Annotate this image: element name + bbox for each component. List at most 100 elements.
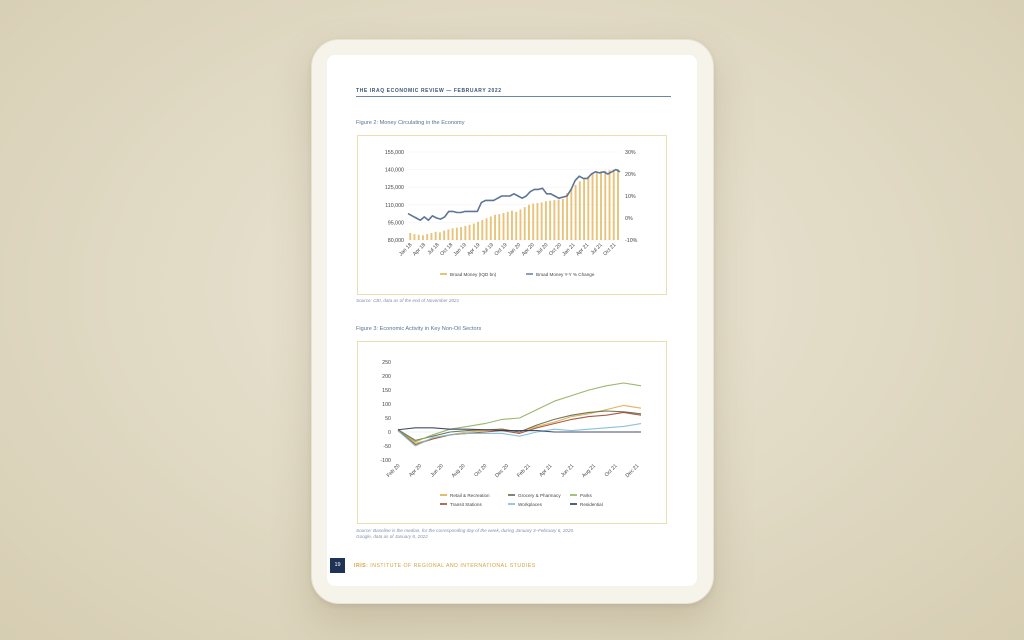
fig2-x-tick-label: Apr 20 — [521, 242, 536, 257]
fig2-x-tick-label: Jul 19 — [481, 242, 495, 256]
figure-3-source-line-1: Source: Baseline is the median, for the … — [356, 528, 575, 533]
fig2-bar — [561, 198, 564, 240]
fig2-bar — [536, 203, 539, 240]
fig2-bar — [421, 235, 424, 240]
fig2-bar — [612, 169, 615, 240]
fig3-y-tick-label: -50 — [383, 444, 391, 450]
figure-3-source: Source: Baseline is the median, for the … — [356, 528, 574, 540]
fig3-y-tick-label: 100 — [382, 402, 391, 408]
fig2-bar — [608, 170, 611, 240]
fig3-line-grocery-pharmacy — [397, 410, 642, 441]
fig2-right-tick-label: 10% — [625, 194, 636, 200]
fig3-legend-label: Workplaces — [518, 502, 543, 507]
running-head: THE IRAQ ECONOMIC REVIEW — FEBRUARY 2022 — [356, 88, 502, 94]
fig2-bar — [472, 223, 475, 240]
fig3-x-tick-label: Aug 20 — [451, 463, 467, 479]
fig2-left-tick-label: 140,000 — [385, 168, 404, 174]
fig2-bar — [502, 213, 505, 240]
fig2-bar — [409, 232, 412, 240]
fig3-x-tick-label: Feb 20 — [386, 463, 402, 479]
fig2-left-tick-label: 80,000 — [388, 238, 404, 244]
fig3-y-tick-label: 0 — [388, 430, 391, 436]
fig2-x-tick-label: Jan 21 — [561, 242, 576, 257]
fig2-bar — [485, 218, 488, 240]
fig2-bar — [417, 234, 420, 240]
fig2-bar — [468, 224, 471, 240]
fig3-legend-label: Retail & Recreation — [450, 493, 490, 498]
fig2-left-tick-label: 155,000 — [385, 150, 404, 156]
fig2-left-tick-label: 95,000 — [388, 220, 404, 226]
fig2-bar — [532, 203, 535, 240]
header-rule — [356, 96, 671, 97]
fig3-x-tick-label: Feb 21 — [516, 463, 532, 479]
fig3-x-tick-label: Apr 20 — [408, 463, 423, 478]
fig2-bar — [557, 199, 560, 240]
fig2-bar — [494, 214, 496, 240]
fig2-x-tick-label: Apr 18 — [412, 242, 427, 257]
fig2-bar — [443, 230, 446, 240]
fig3-line-workplaces — [397, 423, 642, 447]
figure-3-frame: 250 200 150 100 50 0 -50 -100 Feb 20 Apr 20 Jun 20… — [357, 341, 667, 524]
fig2-bar — [511, 210, 513, 240]
fig2-bar — [617, 169, 619, 240]
fig2-bar — [451, 228, 454, 240]
fig2-x-tick-label: Oct 18 — [439, 242, 454, 257]
fig2-left-tick-label: 110,000 — [385, 203, 404, 209]
fig3-x-tick-label: Oct 21 — [604, 463, 619, 478]
fig3-line-parks — [397, 382, 642, 443]
figure-2-source: Source: CBI, data as of the end of Novem… — [356, 298, 460, 303]
fig2-x-tick-label: Jan 19 — [453, 242, 468, 257]
fig2-bar — [477, 221, 480, 240]
fig2-x-tick-label: Apr 19 — [466, 242, 481, 257]
tablet-device: THE IRAQ ECONOMIC REVIEW — FEBRUARY 2022… — [311, 39, 714, 604]
fig3-x-tick-label: Jun 21 — [560, 463, 575, 478]
fig2-line-yoy-change — [407, 168, 621, 221]
fig2-bar — [566, 193, 569, 240]
fig2-bar — [515, 211, 518, 240]
figure-2-frame: 155,000 140,000 125,000 110,000 95,000 80,000… — [357, 135, 667, 295]
fig2-bar — [578, 181, 581, 240]
fig3-x-tick-label: Dec 20 — [494, 463, 510, 479]
fig2-bar — [426, 234, 429, 240]
fig2-bar — [455, 227, 458, 240]
page-number: 19 — [330, 558, 345, 573]
fig3-y-tick-label: 50 — [385, 416, 391, 422]
fig2-bar — [527, 204, 530, 240]
fig2-right-tick-label: -10% — [625, 238, 638, 244]
fig2-left-tick-label: 125,000 — [385, 185, 404, 191]
fig3-y-tick-label: 200 — [382, 374, 391, 380]
fig2-x-tick-label: Oct 20 — [548, 242, 563, 257]
document-page[interactable]: THE IRAQ ECONOMIC REVIEW — FEBRUARY 2022… — [327, 55, 697, 586]
fig2-legend-label: Broad Money (IQD bn) — [450, 272, 497, 277]
fig2-bar — [583, 178, 586, 240]
fig3-legend-label: Parks — [580, 493, 592, 498]
fig2-x-tick-label: Oct 21 — [602, 242, 617, 257]
fig2-bar — [540, 202, 543, 240]
fig2-right-tick-label: 20% — [625, 172, 636, 178]
fig2-bar — [498, 214, 501, 240]
figure-3-source-line-2: Google, data as of January 8, 2022 — [356, 534, 428, 539]
fig2-bar — [549, 200, 552, 240]
fig2-right-tick-label: 30% — [625, 150, 636, 156]
fig2-bar — [438, 232, 441, 240]
fig2-bar — [430, 232, 433, 240]
fig2-bar — [519, 209, 522, 240]
fig2-bar — [413, 234, 416, 240]
fig2-bar — [489, 216, 492, 240]
fig2-x-tick-label: Jul 21 — [590, 242, 604, 256]
fig2-x-tick-label: Jan 20 — [507, 242, 522, 257]
fig2-x-tick-label: Oct 19 — [494, 242, 509, 257]
fig2-x-tick-label: Jul 20 — [535, 242, 549, 256]
footer-org-short: IRIS: — [354, 563, 369, 569]
fig2-x-tick-label: Jan 18 — [398, 242, 413, 257]
fig2-bar — [604, 170, 607, 240]
fig2-bar — [460, 227, 463, 240]
fig3-legend-label: Residential — [580, 502, 603, 507]
fig2-bar — [544, 201, 547, 240]
fig3-y-tick-label: -100 — [380, 458, 391, 464]
fig2-bar — [523, 207, 526, 240]
fig3-x-tick-label: Oct 20 — [473, 463, 488, 478]
fig3-legend-label: Grocery & Pharmacy — [518, 493, 561, 498]
fig3-x-tick-label: Apr 21 — [538, 463, 553, 478]
fig2-bar — [481, 220, 484, 240]
